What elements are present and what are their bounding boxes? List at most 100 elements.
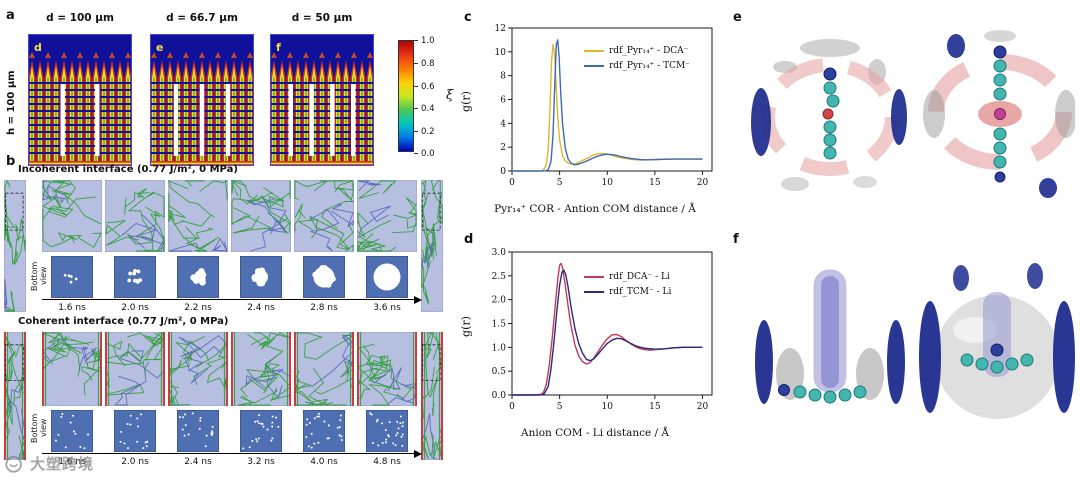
svg-text:0.0: 0.0 (492, 391, 507, 401)
svg-text:8: 8 (500, 72, 506, 82)
md-snapshot (231, 332, 291, 406)
snapshot-column: 4.0 ns (294, 332, 354, 467)
column-header-d100: d = 100 μm (46, 12, 114, 24)
svg-text:10: 10 (602, 178, 614, 188)
legend-d: rdf_DCA⁻ - Li rdf_TCM⁻ - Li (584, 272, 671, 297)
md-snapshot (168, 180, 228, 252)
y-axis-label-d: g(r) (459, 316, 473, 337)
spatial-density-renderings-f (755, 263, 1075, 419)
bottom-view-snapshot (51, 410, 93, 452)
svg-text:2.5: 2.5 (492, 272, 507, 282)
snapshot-column: 1.6 ns (42, 180, 102, 313)
phase-field-simulation-d: d (28, 34, 132, 166)
snapshot-column: 2.2 ns (168, 180, 228, 313)
legend-item: rdf_Pyr₁₄⁺ - DCA⁻ (584, 46, 690, 56)
time-label: 3.2 ns (247, 457, 275, 467)
time-label: 3.6 ns (373, 303, 401, 313)
svg-text:0: 0 (500, 167, 506, 177)
md-snapshot (105, 180, 165, 252)
svg-text:5: 5 (557, 178, 563, 188)
snapshot-column: 2.8 ns (294, 180, 354, 313)
y-axis-label-c: g(r) (459, 91, 473, 112)
simulation-image-wrap: d (28, 34, 132, 166)
bottom-view-snapshot (366, 256, 408, 298)
isosurface-rendering-right (919, 263, 1075, 419)
time-label: 2.8 ns (310, 303, 338, 313)
bottom-view-snapshot (177, 410, 219, 452)
timeline-arrow (42, 295, 422, 304)
svg-text:f: f (276, 41, 281, 54)
svg-text:6: 6 (500, 96, 506, 106)
svg-text:0.5: 0.5 (492, 367, 507, 377)
incoherent-title: Incoherent interface (0.77 J/m², 0 MPa) (18, 164, 238, 175)
svg-text:2: 2 (500, 143, 506, 153)
snapshot-column: 2.4 ns (168, 332, 228, 467)
md-slab-left-wrap (4, 180, 26, 312)
svg-text:5: 5 (557, 402, 563, 412)
md-snapshot (42, 332, 102, 406)
phase-field-simulation-e: e (150, 34, 254, 166)
svg-text:15: 15 (649, 402, 661, 412)
coherent-title: Coherent interface (0.77 J/m², 0 MPa) (18, 316, 229, 327)
colorbar-xi-label: ξ (446, 88, 454, 103)
md-snapshot (294, 332, 354, 406)
bottom-view-snapshot (114, 410, 156, 452)
snapshot-column: 3.2 ns (231, 332, 291, 467)
time-label: 2.4 ns (247, 303, 275, 313)
watermark-logo-icon (5, 453, 25, 473)
colorbar-tick: 1.0 (414, 36, 447, 46)
isosurface-rendering-right (923, 30, 1075, 198)
svg-text:d: d (34, 41, 42, 54)
md-snapshot (357, 332, 417, 406)
simulation-image-wrap: e (150, 34, 254, 166)
time-label: 4.8 ns (373, 457, 401, 467)
snapshot-column: 2.4 ns (231, 180, 291, 313)
md-snapshot (294, 180, 354, 252)
svg-text:20: 20 (697, 178, 709, 188)
time-label: 4.0 ns (310, 457, 338, 467)
legend-line-dca-li-icon (584, 276, 604, 278)
svg-text:12: 12 (495, 24, 506, 34)
md-slab-overview (4, 180, 26, 312)
md-slab-overview (421, 332, 443, 460)
column-header-d50: d = 50 μm (291, 12, 353, 24)
svg-text:0: 0 (509, 178, 515, 188)
x-axis-label-d: Anion COM - Li distance / Å (520, 427, 669, 439)
svg-text:4: 4 (500, 119, 506, 129)
legend-item: rdf_TCM⁻ - Li (584, 287, 671, 297)
bottom-view-snapshot (114, 256, 156, 298)
svg-text:10: 10 (602, 402, 614, 412)
x-axis-label-c: Pyr₁₄⁺ COR - Antion COM distance / Å (494, 203, 696, 215)
md-snapshot (42, 180, 102, 252)
snapshot-column: 3.6 ns (357, 180, 417, 313)
bottom-view-snapshot (303, 410, 345, 452)
bottom-view-snapshot (303, 256, 345, 298)
time-label: 2.4 ns (184, 457, 212, 467)
legend-label-tcm: rdf_Pyr₁₄⁺ - TCM⁻ (609, 61, 690, 71)
legend-item: rdf_Pyr₁₄⁺ - TCM⁻ (584, 61, 690, 71)
isosurface-rendering-left (755, 269, 905, 404)
simulation-image-wrap: f (270, 34, 374, 166)
panel-label-e: e (733, 10, 742, 25)
timeline-arrow (42, 449, 422, 458)
svg-text:e: e (156, 41, 163, 54)
panel-label-a: a (6, 8, 15, 23)
snapshot-column: 4.8 ns (357, 332, 417, 467)
legend-label-dca-li: rdf_DCA⁻ - Li (609, 272, 670, 282)
svg-text:3.0: 3.0 (492, 248, 507, 258)
bottom-view-snapshot (240, 256, 282, 298)
md-slab-overview (421, 180, 443, 312)
svg-text:10: 10 (495, 48, 507, 58)
md-snapshot (231, 180, 291, 252)
md-slab-right-wrap (421, 180, 443, 312)
svg-text:20: 20 (697, 402, 709, 412)
rdf-chart-anion-li: 0 5 10 15 20 0.0 0.5 1.0 1.5 2.0 2.5 3.0 (492, 248, 713, 412)
md-slab-overview (4, 332, 26, 460)
md-slab-right-wrap (421, 332, 443, 460)
bottom-view-snapshot (240, 410, 282, 452)
colorbar-tick: 0.6 (414, 82, 447, 92)
legend-c: rdf_Pyr₁₄⁺ - DCA⁻ rdf_Pyr₁₄⁺ - TCM⁻ (584, 46, 690, 71)
bottom-view-snapshot (51, 256, 93, 298)
panel-label-b: b (6, 154, 16, 169)
